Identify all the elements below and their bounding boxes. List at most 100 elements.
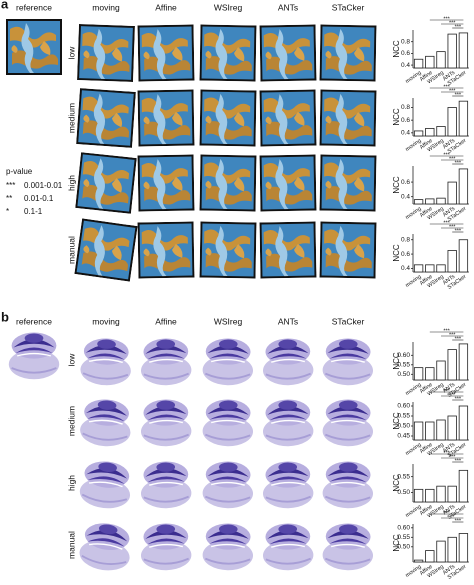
image [139, 522, 193, 572]
row-label: manual [66, 531, 76, 559]
image [6, 19, 62, 75]
bar [458, 168, 469, 205]
column-header: WSIreg [214, 2, 243, 12]
image [261, 398, 315, 448]
significance-label: *** [449, 392, 456, 398]
y-tick-label: 0.50 [397, 489, 410, 496]
image [321, 522, 375, 572]
image [137, 89, 195, 147]
y-axis-label: NCC [392, 108, 401, 126]
column-header: STaCker [332, 316, 365, 326]
image [78, 396, 134, 449]
y-axis-label: NCC [392, 352, 401, 370]
bar [447, 536, 457, 563]
column-header: Affine [155, 316, 177, 326]
image [261, 337, 315, 387]
image [78, 336, 133, 388]
bar [447, 415, 457, 441]
row-label: medium [66, 406, 76, 436]
legend-range: 0.1-1 [24, 207, 43, 216]
bar [447, 485, 457, 503]
significance-label: *** [443, 84, 450, 90]
image [319, 154, 377, 212]
row-label: medium [66, 103, 76, 133]
y-tick-label: 0.8 [401, 236, 410, 243]
row-label: low [66, 46, 76, 60]
image [321, 337, 375, 387]
bar [447, 33, 457, 69]
image [259, 221, 317, 279]
y-tick-label: 0.50 [397, 423, 410, 430]
bar [458, 405, 469, 441]
bar [425, 421, 435, 441]
image [74, 218, 138, 282]
column-header: WSIreg [214, 316, 243, 326]
bar [413, 58, 424, 69]
legend-symbol: ** [6, 194, 12, 203]
bar [425, 550, 435, 563]
significance-label: *** [455, 336, 462, 342]
bar [458, 533, 469, 563]
bar [458, 469, 469, 503]
bar [447, 349, 457, 381]
bar [413, 559, 424, 563]
image [137, 154, 195, 212]
y-tick-label: 0.6 [401, 117, 410, 124]
image [199, 89, 257, 147]
image [259, 24, 317, 82]
significance-label: *** [449, 156, 456, 162]
y-tick-label: 0.60 [397, 403, 410, 410]
bar [413, 367, 424, 381]
bar [447, 181, 457, 205]
bar [436, 264, 446, 273]
image [7, 331, 61, 381]
significance-label: *** [455, 228, 462, 234]
image [139, 398, 193, 448]
y-tick-label: 0.8 [401, 104, 410, 111]
row-label: low [66, 353, 76, 367]
image [259, 154, 317, 212]
y-axis-label: NCC [392, 244, 401, 262]
y-tick-label: 0.6 [401, 50, 410, 57]
y-axis-label: NCC [392, 534, 401, 552]
significance-label: *** [455, 518, 462, 524]
image [139, 460, 193, 510]
y-axis-label: NCC [392, 412, 401, 430]
significance-label: *** [455, 396, 462, 402]
y-axis-label: NCC [392, 40, 401, 58]
significance-label: *** [443, 450, 450, 456]
image [139, 337, 193, 387]
bar [436, 419, 446, 441]
y-tick-label: 0.60 [397, 352, 410, 359]
significance-label: *** [449, 224, 456, 230]
bar [447, 107, 457, 137]
y-tick-label: 0.45 [397, 433, 410, 440]
significance-label: *** [443, 152, 450, 158]
significance-label: *** [443, 328, 450, 334]
image [201, 460, 255, 510]
image [77, 24, 135, 82]
significance-label: *** [455, 458, 462, 464]
y-tick-label: 0.50 [397, 371, 410, 378]
legend-title: p-value [6, 167, 33, 176]
image [201, 398, 255, 448]
image [201, 522, 255, 572]
column-header: STaCker [332, 2, 365, 12]
bar [458, 343, 469, 381]
image [137, 221, 195, 279]
row-label: high [66, 175, 76, 191]
y-tick-label: 0.4 [401, 265, 410, 272]
image [321, 398, 375, 448]
bar [436, 360, 446, 381]
panel-label: a [1, 0, 9, 11]
image [261, 522, 315, 572]
y-tick-label: 0.55 [397, 413, 410, 420]
y-tick-label: 0.4 [401, 130, 410, 137]
y-tick-label: 0.55 [397, 362, 410, 369]
bar [425, 367, 435, 381]
bar [458, 239, 469, 273]
significance-label: *** [455, 24, 462, 30]
significance-label: *** [449, 20, 456, 26]
significance-label: ** [450, 514, 455, 520]
